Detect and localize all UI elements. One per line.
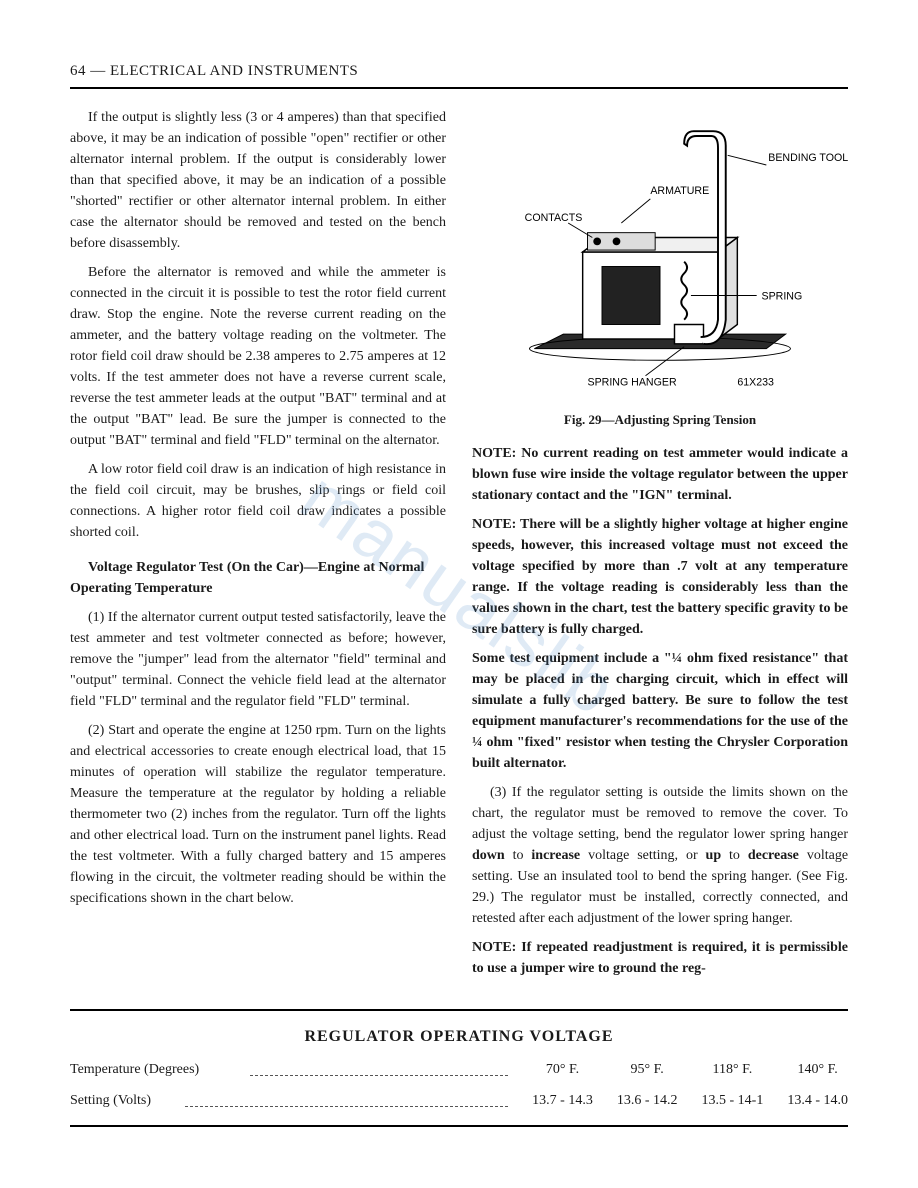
table-cell: 95° F.	[617, 1059, 678, 1080]
table-cell: 13.4 - 14.0	[787, 1090, 848, 1111]
text: to	[721, 848, 748, 863]
table-title: REGULATOR OPERATING VOLTAGE	[70, 1025, 848, 1049]
two-column-body: If the output is slightly less (3 or 4 a…	[70, 107, 848, 988]
separator	[70, 1009, 848, 1011]
table-row-label: Temperature (Degrees)	[70, 1059, 508, 1080]
right-column: ARMATURE CONTACTS BENDING TOOL SPRING SP…	[472, 107, 848, 988]
figure-svg: ARMATURE CONTACTS BENDING TOOL SPRING SP…	[472, 107, 848, 397]
table-cell: 13.7 - 14.3	[532, 1090, 593, 1111]
bold: up	[706, 848, 722, 863]
paragraph: Some test equipment include a "¼ ohm fix…	[472, 648, 848, 774]
paragraph: If the output is slightly less (3 or 4 a…	[70, 107, 446, 254]
bold: down	[472, 848, 505, 863]
figure-caption: Fig. 29—Adjusting Spring Tension	[472, 410, 848, 430]
figure-label-partno: 61X233	[737, 376, 774, 388]
paragraph: (1) If the alternator current output tes…	[70, 607, 446, 712]
table-cell: 13.5 - 14-1	[702, 1090, 764, 1111]
operating-voltage-table: Temperature (Degrees) 70° F. 95° F. 118°…	[70, 1059, 848, 1111]
paragraph: (2) Start and operate the engine at 1250…	[70, 720, 446, 909]
text: voltage setting, or	[580, 848, 705, 863]
figure-label-contacts: CONTACTS	[525, 212, 583, 224]
paragraph: Before the alternator is removed and whi…	[70, 262, 446, 451]
text: to	[505, 848, 532, 863]
text: (3) If the regulator setting is outside …	[472, 785, 848, 842]
figure-label-bending-tool: BENDING TOOL	[768, 152, 848, 164]
figure-label-spring: SPRING	[762, 290, 803, 302]
figure-29: ARMATURE CONTACTS BENDING TOOL SPRING SP…	[472, 107, 848, 430]
bold: decrease	[748, 848, 799, 863]
table-cell: 13.6 - 14.2	[617, 1090, 678, 1111]
left-column: If the output is slightly less (3 or 4 a…	[70, 107, 446, 988]
bold: increase	[531, 848, 580, 863]
subheading: Voltage Regulator Test (On the Car)—Engi…	[70, 557, 446, 599]
separator	[70, 1125, 848, 1127]
table-cell: 118° F.	[702, 1059, 764, 1080]
figure-label-spring-hanger: SPRING HANGER	[588, 376, 677, 388]
figure-label-armature: ARMATURE	[650, 185, 709, 197]
note: NOTE: No current reading on test ammeter…	[472, 443, 848, 506]
table-cell: 70° F.	[532, 1059, 593, 1080]
note: NOTE: There will be a slightly higher vo…	[472, 514, 848, 640]
table-cell: 140° F.	[787, 1059, 848, 1080]
table-row-label: Setting (Volts)	[70, 1090, 508, 1111]
page-header: 64 — ELECTRICAL AND INSTRUMENTS	[70, 60, 848, 89]
paragraph: A low rotor field coil draw is an indica…	[70, 459, 446, 543]
paragraph: (3) If the regulator setting is outside …	[472, 782, 848, 929]
note: NOTE: If repeated readjustment is requir…	[472, 937, 848, 979]
